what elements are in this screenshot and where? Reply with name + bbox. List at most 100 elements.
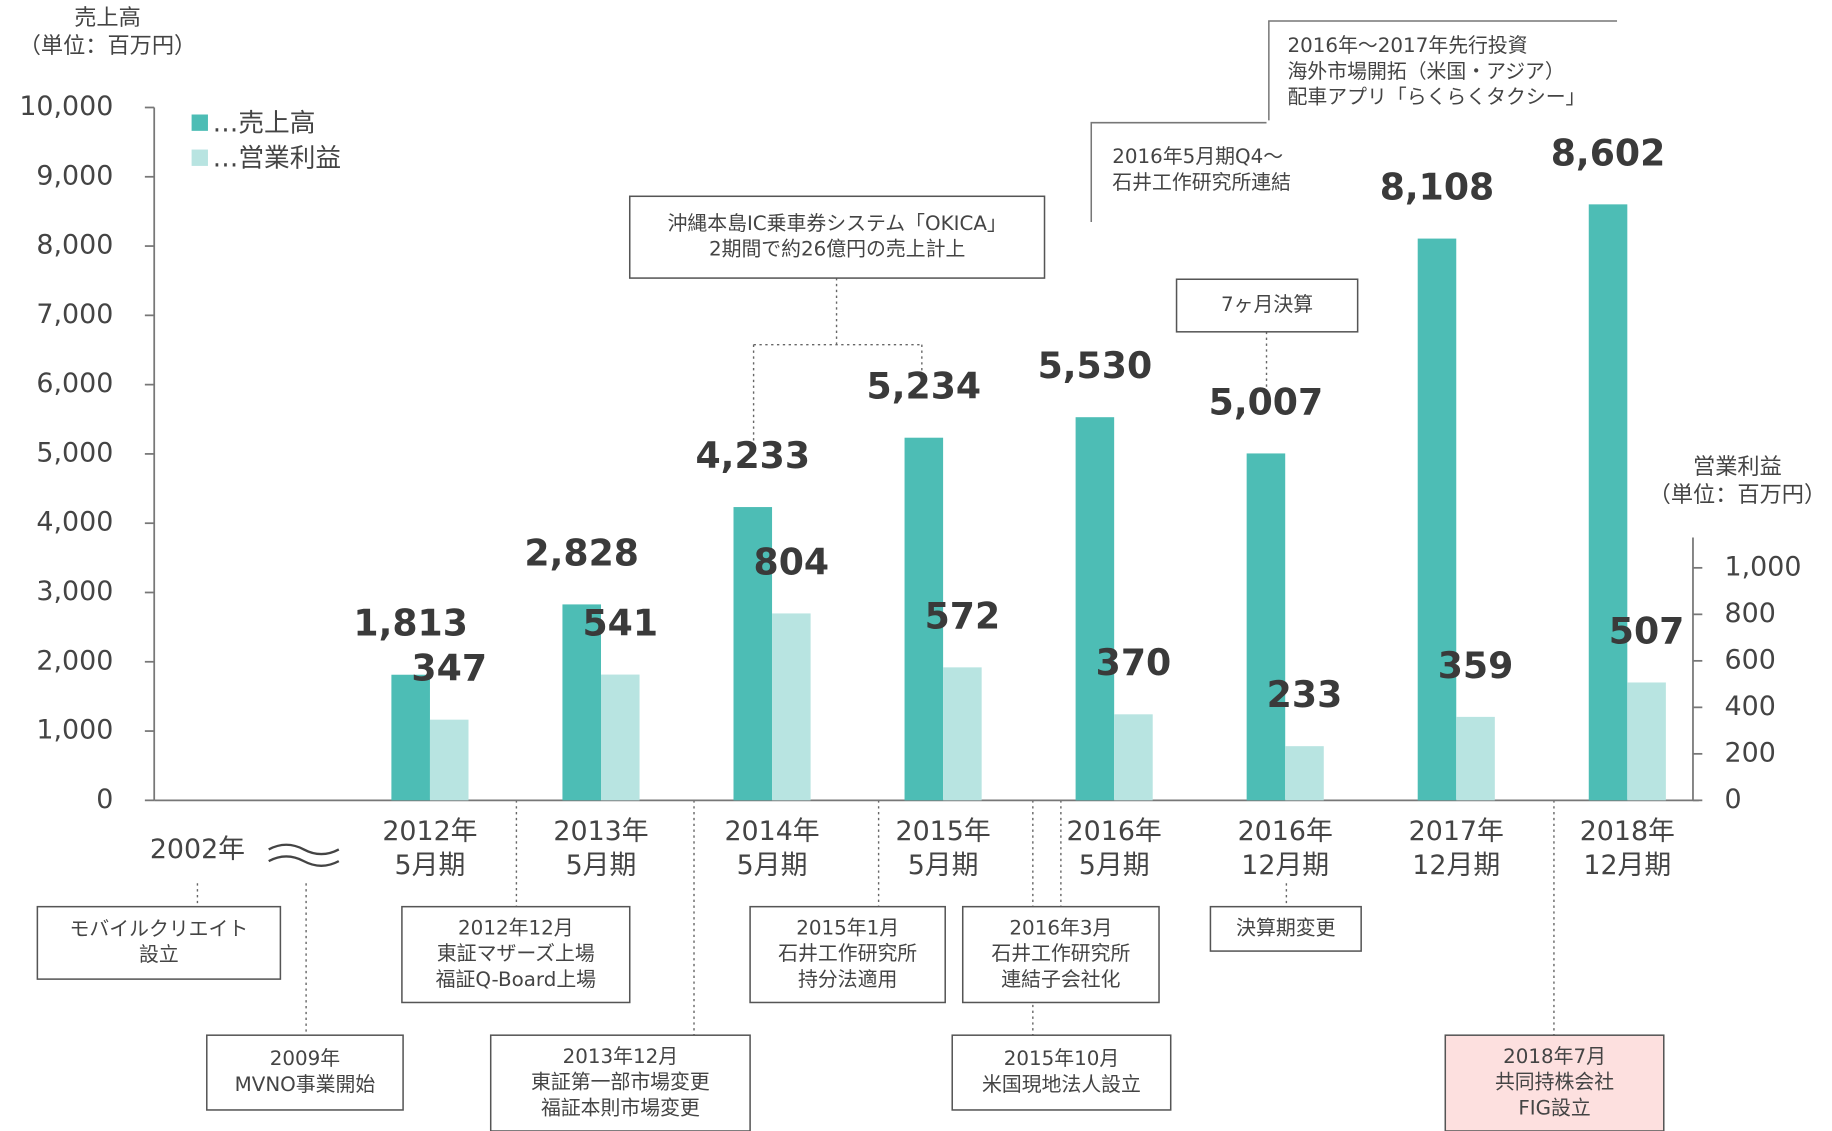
annotation-text: 東証第一部市場変更: [531, 1071, 710, 1094]
annotation-text: 2012年12月: [458, 916, 574, 939]
annotation-box: [961, 905, 1160, 1004]
value-label: 5,234: [867, 365, 982, 408]
y2-tick-label: 1,000: [1725, 551, 1802, 582]
annotation-text: 2015年10月: [1004, 1047, 1120, 1070]
annotation-text: 2期間で約26億円の売上計上: [709, 238, 965, 261]
bar: [733, 507, 773, 801]
y-tick-label: 0: [96, 784, 113, 815]
annotation-box: [206, 1034, 404, 1111]
annotation-text: 2013年12月: [563, 1045, 679, 1068]
annotation-text: 石井工作研究所連結: [1112, 171, 1291, 194]
x-tick-line: 5月期: [566, 849, 637, 880]
value-label: 233: [1267, 673, 1343, 716]
annotation-text: FIG設立: [1518, 1096, 1590, 1119]
value-label: 1,813: [353, 602, 468, 645]
legend-swatch: [191, 114, 208, 131]
bar: [562, 604, 602, 801]
y-tick-label: 8,000: [36, 230, 113, 261]
annotation-text: 持分法適用: [798, 968, 897, 991]
annotation-text: 2015年1月: [796, 916, 899, 939]
value-label: 8,602: [1551, 131, 1666, 174]
value-label: 370: [1096, 641, 1172, 684]
bar: [904, 437, 944, 801]
value-label: 347: [411, 647, 487, 690]
x-tick-line: 2012年: [382, 815, 477, 846]
annotation-text: 2016年3月: [1009, 916, 1112, 939]
y-axis-label: （単位：百万円）: [19, 33, 197, 59]
x-tick-label: 2012年 5月期: [382, 815, 477, 880]
annotation-text: 石井工作研究所: [778, 942, 917, 965]
annotation-text: 2016年～2017年先行投資: [1288, 34, 1528, 57]
annotation-box: [1209, 905, 1362, 952]
annotation-text: 石井工作研究所: [991, 942, 1130, 965]
x-tick-line: 5月期: [737, 849, 808, 880]
bar: [772, 613, 811, 801]
legend-label: …売上高: [213, 108, 316, 138]
value-label: 359: [1438, 644, 1514, 687]
x-tick-label: 2013年 5月期: [553, 815, 648, 880]
y-tick-label: 9,000: [36, 160, 113, 191]
x-tick-line: 2014年: [724, 815, 819, 846]
bar: [1075, 417, 1115, 801]
y2-tick-label: 400: [1725, 691, 1776, 722]
bar: [391, 674, 430, 801]
x-tick-line: 2017年: [1409, 815, 1504, 846]
annotation-box: [749, 905, 946, 1004]
x-tick-line: 12月期: [1412, 849, 1500, 880]
bar: [429, 719, 469, 801]
x-tick-label: 2017年 12月期: [1409, 815, 1504, 880]
bar: [1456, 716, 1495, 801]
x-tick-label: 2014年 5月期: [724, 815, 819, 880]
x-tick-label: 2016年 12月期: [1238, 815, 1333, 880]
annotation-text: 7ヶ月決算: [1221, 293, 1313, 316]
annotation-box: [628, 195, 1046, 279]
annotation-text: 2018年7月: [1503, 1045, 1606, 1068]
annotation-text: 設立: [139, 943, 179, 966]
x-tick-line: 5月期: [1079, 849, 1150, 880]
bar: [1114, 714, 1153, 801]
x-tick-label: 2018年 12月期: [1580, 815, 1675, 880]
y2-tick-label: 600: [1725, 644, 1776, 675]
value-label: 572: [925, 594, 1001, 637]
x-tick-line: 2015年: [895, 815, 990, 846]
value-label: 507: [1609, 609, 1685, 652]
y-tick-label: 6,000: [36, 368, 113, 399]
value-label: 8,108: [1380, 166, 1495, 209]
x-tick-label: 2016年 5月期: [1067, 815, 1162, 880]
x-tick-line: 2016年: [1238, 815, 1333, 846]
x-tick-label: 2015年 5月期: [895, 815, 990, 880]
annotation-box: [401, 905, 631, 1004]
annotation-text: 米国現地法人設立: [982, 1073, 1141, 1096]
legend-label: …営業利益: [213, 143, 341, 173]
annotation-text: 福証Q-Board上場: [436, 968, 597, 991]
annotation-box: [489, 1034, 751, 1131]
y-tick-label: 3,000: [36, 576, 113, 607]
annotation-text: 決算期変更: [1236, 916, 1335, 939]
annotation-text: 共同持株会社: [1495, 1071, 1614, 1094]
x-tick-line: 2016年: [1067, 815, 1162, 846]
annotation-text: 配車アプリ「らくらくタクシー」: [1288, 86, 1586, 109]
y-tick-label: 7,000: [36, 299, 113, 330]
annotation-text: MVNO事業開始: [235, 1073, 376, 1096]
x-tick-line: 12月期: [1583, 849, 1671, 880]
legend-swatch: [191, 149, 208, 166]
y2-tick-label: 800: [1725, 598, 1776, 629]
annotation-box: [1175, 278, 1359, 333]
bar: [1285, 746, 1324, 801]
y2-tick-label: 200: [1725, 737, 1776, 768]
bar: [1627, 682, 1666, 801]
annotation-box: [951, 1034, 1172, 1111]
y2-tick-label: 0: [1725, 784, 1742, 815]
annotation-text: 2016年5月期Q4～: [1112, 145, 1283, 168]
annotation-text: 連結子会社化: [1001, 968, 1120, 991]
annotation-box: [1444, 1034, 1665, 1131]
origin-label: 2002年: [150, 834, 245, 865]
annotation-text: モバイルクリエイト: [70, 918, 249, 941]
annotation-text: 福証本則市場変更: [541, 1096, 700, 1119]
y-tick-label: 1,000: [36, 715, 113, 746]
y-tick-label: 10,000: [19, 91, 113, 122]
value-label: 4,233: [695, 434, 810, 477]
x-tick-line: 2018年: [1580, 815, 1675, 846]
bar: [1246, 453, 1286, 801]
